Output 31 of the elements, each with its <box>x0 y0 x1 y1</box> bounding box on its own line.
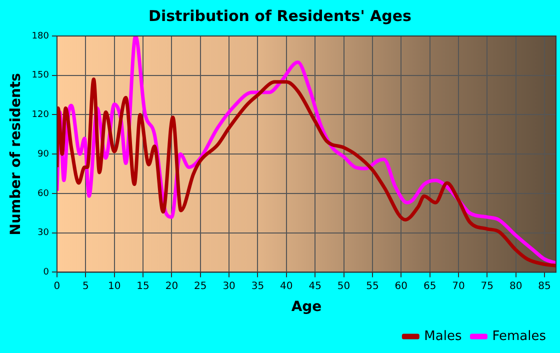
x-tick-label: 40 <box>280 280 293 292</box>
x-tick-label: 70 <box>452 280 465 292</box>
y-axis-title: Number of residents <box>8 73 24 236</box>
line-series <box>56 78 556 268</box>
x-axis-title: Age <box>291 299 322 316</box>
x-tick-label: 10 <box>108 280 121 292</box>
x-tick-label: 80 <box>509 280 522 292</box>
x-tick-label: 50 <box>337 280 350 292</box>
x-tick-label: 35 <box>251 280 264 292</box>
x-tick-label: 30 <box>222 280 236 292</box>
x-tick-label: 0 <box>54 280 60 292</box>
x-tick-label: 65 <box>423 280 436 292</box>
x-tick-label: 45 <box>308 280 322 292</box>
x-tick-label: 55 <box>366 280 379 292</box>
y-tick-label: 150 <box>32 70 50 81</box>
chart-title: Distribution of Residents' Ages <box>148 6 412 25</box>
y-tick-label: 180 <box>32 31 50 42</box>
y-tick-label: 30 <box>38 228 50 238</box>
x-tick-label: 15 <box>136 280 150 292</box>
legend-label: Males <box>424 328 462 344</box>
y-tick-label: 120 <box>32 110 50 120</box>
legend-label: Females <box>492 328 546 344</box>
x-tick-label: 75 <box>480 280 494 292</box>
x-tick-label: 5 <box>82 280 89 292</box>
x-tick-label: 25 <box>194 280 207 292</box>
x-tick-label: 85 <box>538 280 551 292</box>
y-tick-label: 60 <box>38 188 50 199</box>
x-tick-label: 60 <box>394 280 408 292</box>
x-tick-label: 20 <box>165 280 178 292</box>
y-tick-label: 90 <box>38 149 50 160</box>
y-tick-label: 0 <box>43 268 50 278</box>
